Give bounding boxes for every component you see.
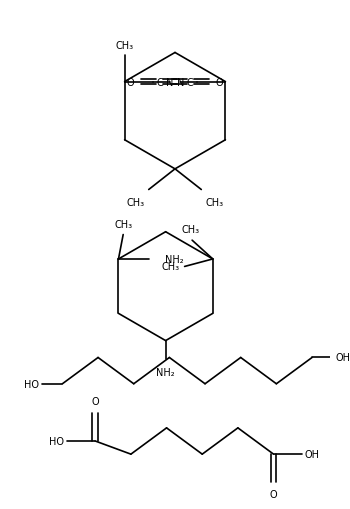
Text: CH₃: CH₃ [127,197,145,208]
Text: OH: OH [304,449,320,459]
Text: CH₃: CH₃ [205,197,223,208]
Text: N: N [177,77,184,88]
Text: HO: HO [49,436,64,446]
Text: CH₃: CH₃ [116,41,134,50]
Text: CH₃: CH₃ [162,262,180,272]
Text: NH₂: NH₂ [166,254,184,264]
Text: O: O [91,397,99,407]
Text: C: C [187,77,194,88]
Text: OH: OH [336,353,350,363]
Text: O: O [127,77,134,88]
Text: CH₃: CH₃ [181,224,199,234]
Text: C: C [156,77,163,88]
Text: HO: HO [24,379,39,389]
Text: O: O [216,77,223,88]
Text: CH₃: CH₃ [114,219,132,230]
Text: N: N [166,77,173,88]
Text: NH₂: NH₂ [156,367,175,377]
Text: O: O [270,489,277,499]
